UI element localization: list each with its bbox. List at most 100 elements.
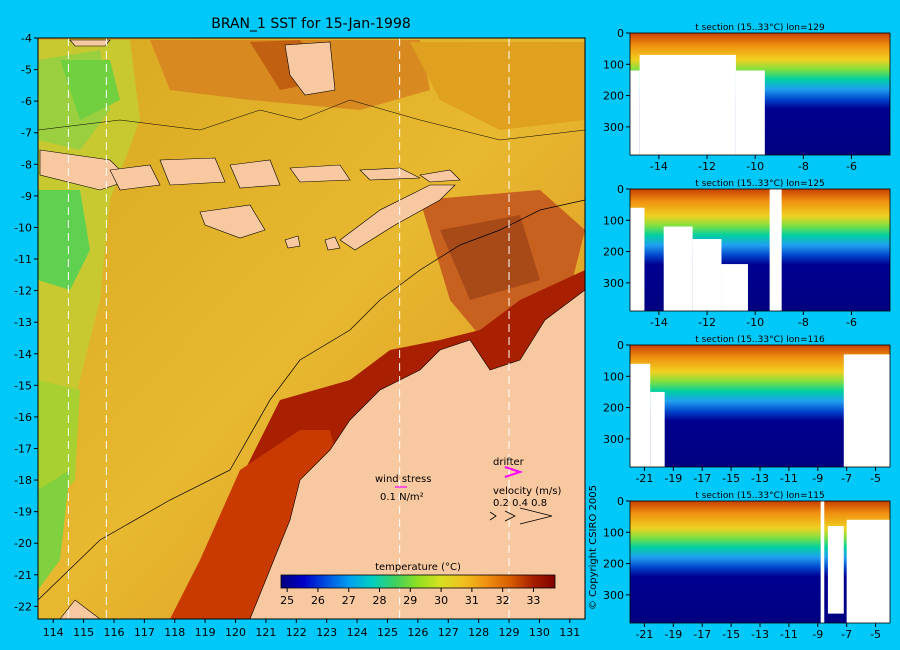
- section-x-tick-label: -19: [664, 628, 682, 641]
- section-x-tick-label: -21: [635, 472, 653, 485]
- section-land-mask: [846, 519, 890, 623]
- section-panel: t section (15..33°C) lon=116 -21 -19 -17 -15…: [603, 335, 891, 485]
- section-land-mask: [692, 239, 722, 311]
- colorbar-tick-label: 31: [465, 594, 479, 607]
- section-x-tick-label: -5: [870, 472, 881, 485]
- velocity-scale: 0.2 0.4 0.8: [493, 498, 547, 509]
- section-y-tick-label: 100: [603, 214, 624, 227]
- map-y-tick-label: -22: [14, 600, 32, 613]
- map-y-tick-label: -10: [14, 221, 32, 234]
- colorbar-tick-label: 29: [403, 594, 417, 607]
- section-y-tick-label: 0: [617, 183, 624, 196]
- australia-land: [249, 289, 585, 619]
- map-y-tick-label: -7: [21, 127, 32, 140]
- section-y-tick-label: 100: [603, 526, 624, 539]
- section-x-tick-label: -14: [650, 160, 668, 173]
- section-y-tick-label: 100: [603, 58, 624, 71]
- section-y-tick-label: 300: [603, 277, 624, 290]
- map-y-tick-label: -12: [14, 285, 32, 298]
- section-land-mask: [820, 501, 825, 623]
- section-y-tick-label: 200: [603, 558, 624, 571]
- colorbar-tick-label: 25: [280, 594, 294, 607]
- section-panel: t section (15..33°C) lon=115 -21 -19 -17 -15…: [603, 491, 891, 641]
- wind-stress-label: wind stress: [375, 474, 431, 485]
- colorbar-tick-label: 27: [342, 594, 356, 607]
- map-x-tick-label: 116: [103, 626, 124, 639]
- section-panel: t section (15..33°C) lon=125 -14 -12 -10 -8 -…: [603, 179, 891, 329]
- section-y-tick-label: 0: [617, 495, 624, 508]
- section-panels: t section (15..33°C) lon=129 -14 -12 -10 -8 -…: [603, 23, 891, 641]
- map-y-tick-label: -13: [14, 316, 32, 329]
- colorbar: temperature (°C) 25 26 27 28 29 30 31 32 33: [280, 562, 556, 607]
- map-y-tick-label: -9: [21, 190, 32, 203]
- colorbar-tick-label: 30: [434, 594, 448, 607]
- section-x-tick-label: -10: [746, 316, 764, 329]
- section-y-tick-label: 200: [603, 402, 624, 415]
- map-x-tick-label: 128: [468, 626, 489, 639]
- section-x-tick-label: -7: [841, 472, 852, 485]
- section-lines: [67, 38, 510, 619]
- section-y-tick-label: 200: [603, 246, 624, 259]
- map-x-tick-label: 120: [225, 626, 246, 639]
- map-y-tick-label: -21: [14, 569, 32, 582]
- section-x-tick-label: -6: [846, 160, 857, 173]
- section-land-mask: [721, 264, 748, 311]
- map-x-tick-label: 130: [529, 626, 550, 639]
- map-x-tick-label: 125: [377, 626, 398, 639]
- colorbar-tick-label: 26: [311, 594, 325, 607]
- velocity-label: velocity (m/s): [493, 486, 561, 497]
- drifter-label: drifter: [493, 457, 525, 468]
- section-x-tick-label: -11: [780, 628, 798, 641]
- map-y-tick-label: -19: [14, 506, 32, 519]
- section-land-mask: [639, 54, 736, 156]
- section-x-tick-label: -7: [841, 628, 852, 641]
- main-map: BRAN_1 SST for 15-Jan-1998: [14, 16, 586, 639]
- section-x-tick-label: -11: [780, 472, 798, 485]
- section-panel: t section (15..33°C) lon=129 -14 -12 -10 -8 -…: [603, 23, 891, 173]
- section-x-tick-label: -12: [698, 160, 716, 173]
- map-x-tick-label: 127: [438, 626, 459, 639]
- section-x-tick-label: -13: [751, 628, 769, 641]
- colorbar-ticks: 25 26 27 28 29 30 31 32 33: [280, 588, 540, 607]
- colorbar-tick-label: 32: [496, 594, 510, 607]
- map-x-tick-label: 126: [407, 626, 428, 639]
- section-x-tick-label: -15: [722, 472, 740, 485]
- map-y-tick-label: -4: [21, 32, 32, 45]
- section-x-tick-label: -13: [751, 472, 769, 485]
- island-chain: [39, 39, 461, 251]
- section-x-tick-label: -17: [693, 628, 711, 641]
- velocity-arrows-icon: [489, 507, 553, 525]
- section-y-tick-label: 300: [603, 121, 624, 134]
- section-x-tick-label: -8: [798, 160, 809, 173]
- section-x-tick-label: -15: [722, 628, 740, 641]
- colorbar-ramp: [280, 574, 556, 589]
- section-x-tick-label: -5: [870, 628, 881, 641]
- map-y-tick-label: -8: [21, 158, 32, 171]
- wind-stress-scale: 0.1 N/m²: [380, 492, 424, 503]
- colorbar-label: temperature (°C): [375, 562, 461, 573]
- section-x-tick-label: -17: [693, 472, 711, 485]
- map-y-tick-label: -5: [21, 64, 32, 77]
- map-y-tick-label: -15: [14, 379, 32, 392]
- map-x-tick-label: 123: [316, 626, 337, 639]
- section-title: t section (15..33°C) lon=115: [695, 491, 824, 501]
- map-field: [38, 38, 585, 619]
- section-title: t section (15..33°C) lon=129: [695, 23, 825, 33]
- section-x-tick-label: -10: [746, 160, 764, 173]
- map-y-tick-label: -16: [14, 411, 32, 424]
- section-x-tick-label: -9: [812, 472, 823, 485]
- section-land-mask: [827, 526, 844, 614]
- colorbar-tick-label: 33: [526, 594, 540, 607]
- section-land-mask: [735, 70, 765, 155]
- map-title: BRAN_1 SST for 15-Jan-1998: [211, 16, 411, 32]
- map-y-ticks: -4 -5 -6 -7 -8 -9 -10 -11 -12 -13 -14 -15 -16 -17 -18 -…: [14, 32, 38, 613]
- section-title: t section (15..33°C) lon=125: [695, 179, 824, 189]
- drifter-arrow-icon: [504, 466, 524, 478]
- map-y-tick-label: -6: [21, 95, 32, 108]
- map-legend: wind stress 0.1 N/m² drifter velocity (m…: [375, 457, 561, 525]
- map-x-tick-label: 124: [347, 626, 368, 639]
- section-y-tick-label: 0: [617, 27, 624, 40]
- section-y-tick-label: 300: [603, 589, 624, 602]
- section-x-tick-label: -19: [664, 472, 682, 485]
